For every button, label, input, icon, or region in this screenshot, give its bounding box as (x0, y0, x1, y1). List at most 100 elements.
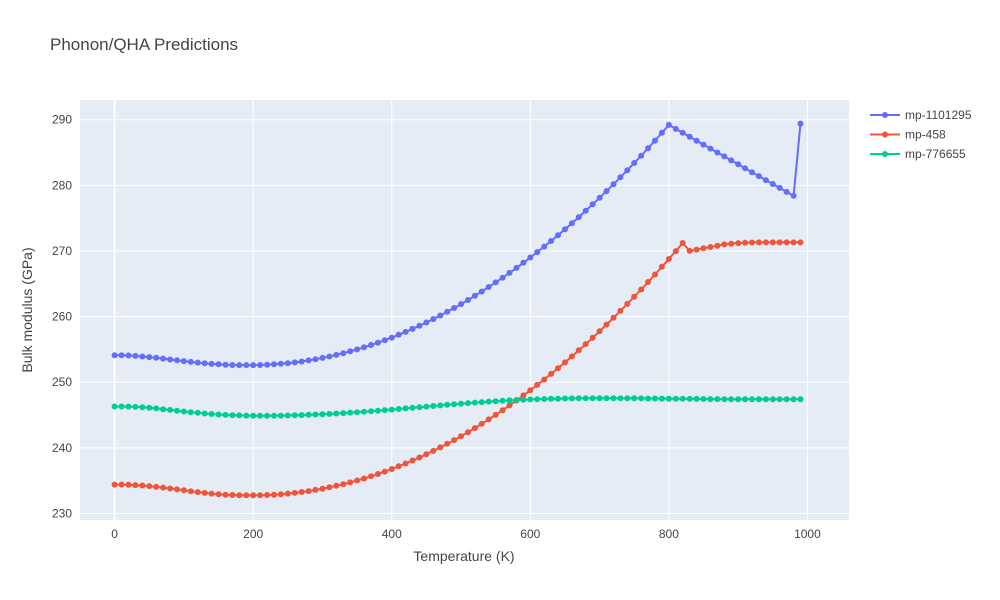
data-point[interactable] (374, 407, 381, 414)
data-point[interactable] (589, 334, 596, 341)
data-point[interactable] (679, 240, 686, 246)
data-point[interactable] (257, 412, 264, 419)
data-point[interactable] (471, 399, 478, 406)
data-point[interactable] (762, 239, 769, 246)
data-point[interactable] (568, 220, 575, 227)
data-point[interactable] (430, 316, 437, 323)
data-point[interactable] (686, 395, 693, 402)
data-point[interactable] (125, 481, 132, 488)
data-point[interactable] (589, 201, 596, 208)
data-point[interactable] (783, 239, 790, 246)
data-point[interactable] (194, 409, 201, 416)
data-point[interactable] (672, 395, 679, 402)
data-point[interactable] (742, 396, 749, 403)
data-point[interactable] (575, 395, 582, 402)
data-point[interactable] (665, 121, 672, 128)
data-point[interactable] (326, 353, 333, 360)
data-point[interactable] (291, 412, 298, 419)
data-point[interactable] (506, 397, 513, 404)
data-point[interactable] (388, 334, 395, 341)
data-point[interactable] (264, 412, 271, 419)
data-point[interactable] (700, 396, 707, 402)
data-point[interactable] (423, 319, 430, 326)
data-point[interactable] (513, 264, 520, 271)
data-point[interactable] (707, 244, 714, 250)
data-point[interactable] (167, 356, 174, 363)
data-point[interactable] (347, 409, 354, 416)
data-point[interactable] (139, 404, 146, 411)
data-point[interactable] (139, 353, 146, 360)
data-point[interactable] (568, 395, 575, 402)
data-point[interactable] (395, 406, 402, 412)
data-point[interactable] (215, 491, 222, 498)
data-point[interactable] (624, 395, 631, 402)
data-point[interactable] (679, 129, 686, 136)
data-point[interactable] (492, 411, 499, 418)
data-point[interactable] (277, 491, 284, 498)
data-point[interactable] (222, 411, 229, 418)
data-point[interactable] (735, 240, 742, 247)
data-point[interactable] (208, 411, 215, 417)
data-point[interactable] (478, 420, 485, 427)
data-point[interactable] (617, 395, 624, 402)
data-point[interactable] (236, 412, 243, 419)
data-point[interactable] (305, 488, 312, 495)
data-point[interactable] (693, 137, 700, 144)
data-point[interactable] (534, 396, 541, 403)
data-point[interactable] (340, 410, 347, 417)
data-point[interactable] (257, 492, 264, 499)
data-point[interactable] (562, 395, 568, 402)
data-point[interactable] (513, 397, 520, 403)
data-point[interactable] (291, 489, 298, 496)
data-point[interactable] (305, 411, 312, 418)
data-point[interactable] (284, 490, 291, 497)
data-point[interactable] (388, 466, 395, 472)
data-point[interactable] (264, 361, 271, 368)
data-point[interactable] (742, 165, 749, 172)
data-point[interactable] (755, 173, 762, 180)
legend-item[interactable]: mp-458 (870, 128, 946, 142)
data-point[interactable] (499, 407, 506, 414)
data-point[interactable] (603, 188, 610, 195)
data-point[interactable] (776, 184, 783, 191)
data-point[interactable] (118, 352, 125, 359)
data-point[interactable] (174, 357, 180, 364)
data-point[interactable] (395, 463, 402, 470)
data-point[interactable] (305, 357, 312, 364)
data-point[interactable] (298, 412, 305, 419)
data-point[interactable] (451, 437, 458, 444)
data-point[interactable] (153, 483, 160, 490)
data-point[interactable] (250, 362, 257, 369)
data-point[interactable] (582, 341, 589, 348)
data-point[interactable] (582, 395, 589, 402)
data-point[interactable] (735, 396, 742, 403)
data-point[interactable] (264, 492, 271, 498)
data-point[interactable] (499, 397, 506, 404)
data-point[interactable] (658, 263, 665, 270)
data-point[interactable] (423, 451, 430, 458)
data-point[interactable] (645, 279, 652, 285)
data-point[interactable] (284, 360, 291, 367)
data-point[interactable] (271, 491, 277, 498)
data-point[interactable] (665, 256, 672, 262)
data-point[interactable] (749, 239, 755, 246)
data-point[interactable] (693, 395, 700, 402)
data-point[interactable] (465, 400, 471, 407)
data-point[interactable] (167, 485, 174, 492)
data-point[interactable] (707, 396, 714, 403)
data-point[interactable] (451, 401, 458, 408)
data-point[interactable] (312, 486, 319, 493)
data-point[interactable] (153, 405, 160, 412)
data-point[interactable] (596, 194, 603, 201)
data-point[interactable] (354, 477, 361, 484)
data-point[interactable] (160, 355, 167, 362)
data-point[interactable] (201, 410, 208, 417)
data-point[interactable] (755, 239, 762, 246)
data-point[interactable] (790, 192, 797, 199)
data-point[interactable] (160, 484, 167, 491)
data-point[interactable] (222, 361, 229, 368)
data-point[interactable] (277, 412, 284, 419)
data-point[interactable] (118, 481, 125, 488)
data-point[interactable] (582, 207, 589, 214)
data-point[interactable] (638, 286, 645, 293)
